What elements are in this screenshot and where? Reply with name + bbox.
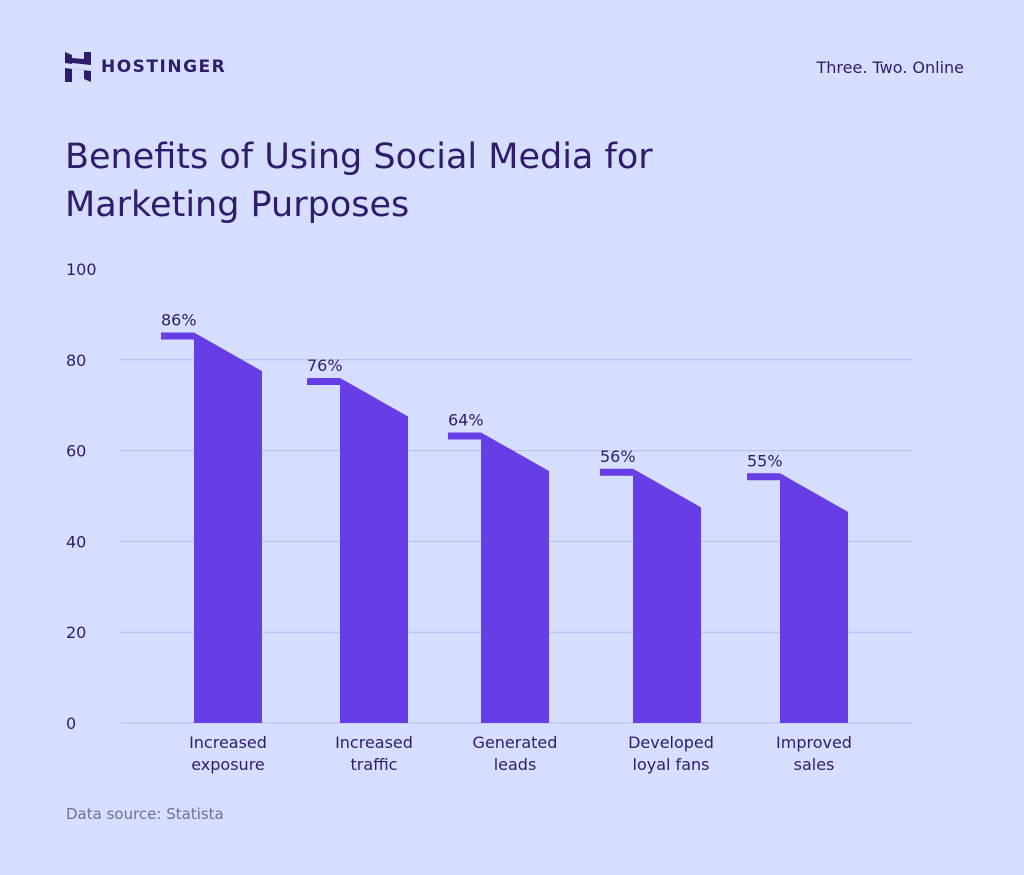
- data-label: 76%: [307, 356, 343, 375]
- y-tick-label: 20: [66, 623, 86, 642]
- data-label: 56%: [600, 447, 636, 466]
- data-label: 86%: [161, 311, 197, 330]
- x-tick-label: traffic: [351, 755, 398, 774]
- chart-title: Benefits of Using Social Media for Marke…: [65, 137, 653, 225]
- y-tick-label: 0: [66, 714, 76, 733]
- x-tick-label: Generated: [473, 733, 558, 752]
- x-tick-label: leads: [494, 755, 537, 774]
- bar: [747, 473, 848, 723]
- hostinger-logo-icon: [65, 52, 91, 82]
- tagline: Three. Two. Online: [816, 58, 965, 77]
- x-tick-label: loyal fans: [633, 755, 710, 774]
- y-tick-label: 80: [66, 351, 86, 370]
- y-tick-label: 40: [66, 532, 86, 551]
- bar: [161, 332, 262, 723]
- brand-name: HOSTINGER: [101, 57, 227, 77]
- y-tick-label: 100: [66, 260, 97, 279]
- bar: [448, 432, 549, 723]
- data-source: Data source: Statista: [66, 805, 224, 823]
- x-tick-label: sales: [794, 755, 835, 774]
- bar: [600, 468, 701, 723]
- y-tick-label: 60: [66, 442, 86, 461]
- x-tick-label: Increased: [189, 733, 267, 752]
- x-tick-label: Improved: [776, 733, 852, 752]
- data-label: 55%: [747, 451, 783, 470]
- x-tick-label: Developed: [628, 733, 714, 752]
- brand-logo: HOSTINGER: [65, 52, 226, 82]
- x-tick-label: Increased: [335, 733, 413, 752]
- bar: [307, 377, 408, 723]
- x-tick-label: exposure: [191, 755, 265, 774]
- data-label: 64%: [448, 410, 484, 429]
